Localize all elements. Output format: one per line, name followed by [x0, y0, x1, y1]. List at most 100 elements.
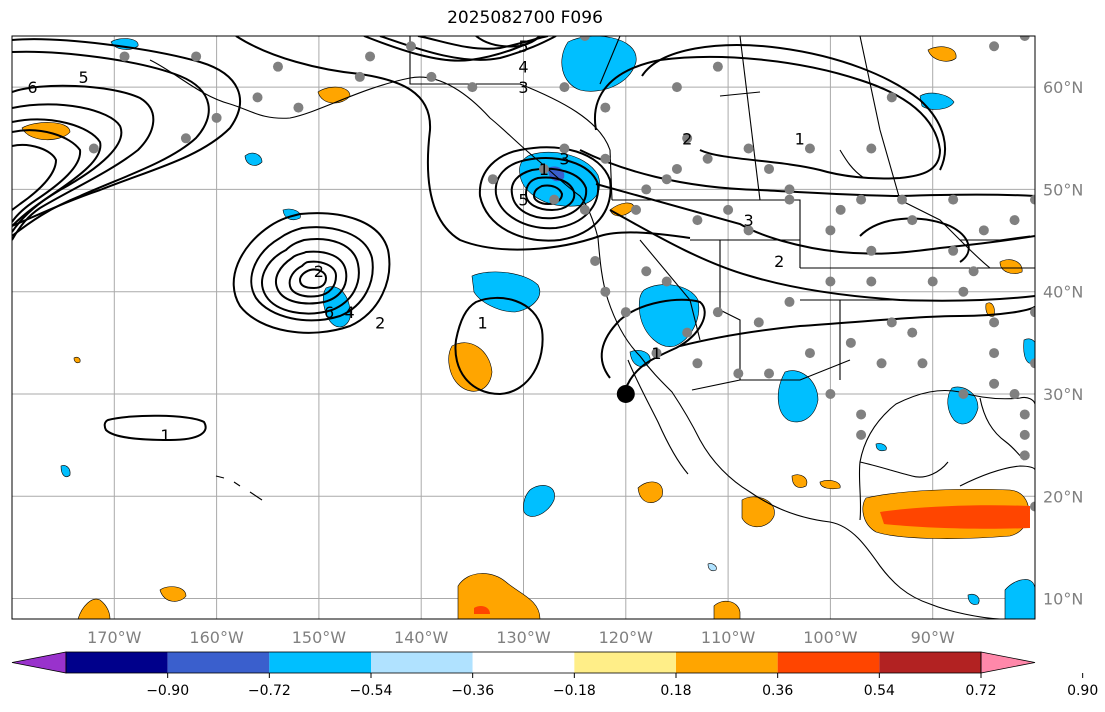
lat-tick-label: 30°N [1043, 385, 1083, 404]
station-dot [989, 41, 1000, 52]
station-dot [579, 36, 590, 41]
station-dot [272, 61, 283, 72]
station-dot [180, 133, 191, 144]
contour-label: 6 [324, 303, 334, 322]
pos-anomaly-tropical-west [77, 598, 111, 619]
station-dot [712, 61, 723, 72]
station-dot [753, 317, 764, 328]
station-dot [1030, 194, 1035, 205]
neg-anomaly-offshore [471, 271, 540, 313]
contour-label: 1 [160, 426, 170, 445]
colorbar-tick-label: 0.18 [660, 683, 691, 699]
station-dot [354, 71, 365, 82]
contour-label: 2 [682, 129, 692, 148]
colorbar-segment [472, 652, 575, 673]
station-dot [702, 153, 713, 164]
lat-tick-label: 40°N [1043, 283, 1083, 302]
station-dot [1019, 409, 1030, 420]
station-dot [948, 245, 959, 256]
station-dot [641, 266, 652, 277]
station-dot [907, 327, 918, 338]
station-dot [784, 194, 795, 205]
contour-label: 3 [559, 150, 569, 169]
neg-anomaly-gulf-mexico [875, 443, 887, 452]
station-dot [191, 51, 202, 62]
lat-tick-label: 20°N [1043, 487, 1083, 506]
station-dot [712, 307, 723, 318]
station-dot [958, 286, 969, 297]
station-dot [365, 51, 376, 62]
station-dot [856, 429, 867, 440]
station-dot [641, 184, 652, 195]
station-dot [917, 358, 928, 369]
station-dot [835, 204, 846, 215]
contour-label: 5 [79, 68, 89, 87]
station-dot [590, 256, 601, 267]
station-dot [784, 184, 795, 195]
station-dot [743, 143, 754, 154]
contour-label: 5 [518, 37, 528, 56]
station-dot [764, 368, 775, 379]
lon-tick-label: 120°W [599, 628, 654, 647]
station-dot [825, 276, 836, 287]
station-dot [682, 327, 693, 338]
station-dot [733, 368, 744, 379]
pos-anomaly-offshore [448, 342, 493, 392]
station-dot [866, 276, 877, 287]
contour-label: 1 [539, 160, 549, 179]
station-dot [723, 204, 734, 215]
colorbar-tick-label: 0.90 [1067, 683, 1098, 699]
station-dot [211, 112, 222, 123]
anomaly-shading [21, 36, 1035, 619]
station-dot [1019, 450, 1030, 461]
station-dot [1030, 501, 1035, 512]
station-dot [845, 337, 856, 348]
station-dot [876, 358, 887, 369]
contour-label: 4 [518, 58, 528, 77]
pos-anomaly-mexico-interior [791, 474, 808, 488]
colorbar-segment [371, 652, 473, 673]
contour-label: 5 [518, 191, 528, 210]
colorbar-tick-label: −0.72 [248, 683, 291, 699]
pos-anomaly-tropical-mexico [713, 600, 741, 619]
lon-tick-label: 150°W [292, 628, 347, 647]
station-dot [856, 194, 867, 205]
contour-label: 1 [795, 129, 805, 148]
station-dot [927, 276, 938, 287]
station-markers [88, 36, 1060, 512]
station-dot [487, 174, 498, 185]
colorbar-tick-label: −0.90 [146, 683, 189, 699]
pos-anomaly-mexico-west [741, 496, 775, 528]
station-dot [538, 163, 549, 174]
colorbar-segment [777, 652, 880, 673]
lat-tick-label: 50°N [1043, 180, 1083, 199]
lon-tick-label: 160°W [189, 628, 244, 647]
station-dot [743, 225, 754, 236]
station-dot [978, 225, 989, 236]
latitude-tick-labels: 60°N 50°N 40°N 30°N 20°N 10°N [1043, 78, 1083, 608]
station-dot [671, 82, 682, 93]
station-dot [631, 204, 642, 215]
station-dot [825, 388, 836, 399]
station-dot [1050, 328, 1060, 338]
station-dot [856, 409, 867, 420]
neg-anomaly-east-coast [1023, 338, 1035, 364]
station-dot [559, 82, 570, 93]
station-dot [467, 82, 478, 93]
contour-label: 2 [314, 262, 324, 281]
station-dot [948, 194, 959, 205]
station-dot [600, 286, 611, 297]
neg-anomaly-texas [777, 370, 819, 423]
pos-anomaly-canada-north [927, 46, 957, 62]
pos-anomaly-great-lakes [999, 259, 1023, 274]
map-title: 2025082700 F096 [447, 8, 603, 28]
contour-label: 3 [518, 78, 528, 97]
neg-anomaly-central-america [967, 593, 980, 605]
contour-label: 1 [651, 344, 661, 363]
pos-anomaly-baja [637, 481, 663, 503]
colorbar-segment [269, 652, 371, 673]
neg-anomaly-west-pacific [244, 152, 263, 166]
colorbar-segment [574, 652, 676, 673]
lon-tick-label: 90°W [911, 628, 955, 647]
